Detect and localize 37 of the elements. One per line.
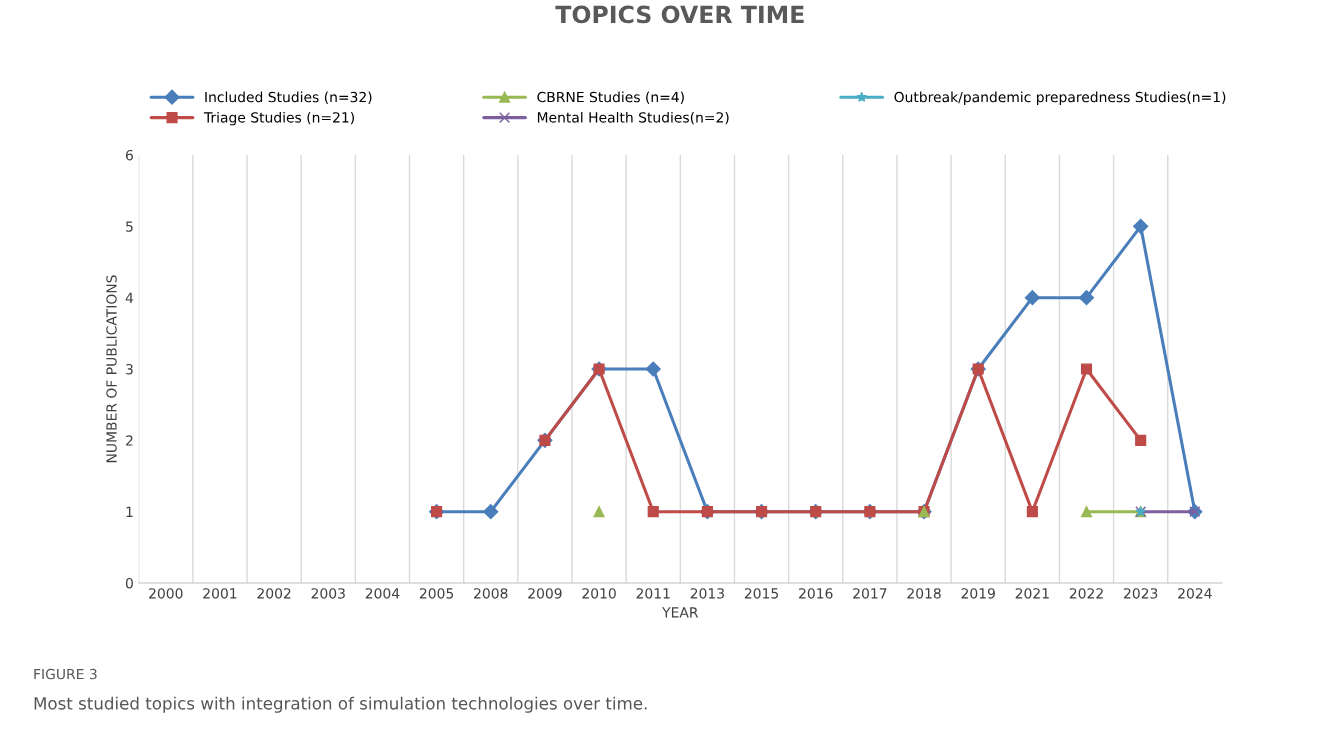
x-tick-label: 2001 xyxy=(203,588,237,599)
legend-label: CBRNE Studies (n=4) xyxy=(537,91,684,104)
x-tick-label: 2000 xyxy=(149,588,183,599)
x-tick-label: 2018 xyxy=(907,588,941,599)
y-tick-label: 6 xyxy=(125,149,133,161)
x-tick-label: 2013 xyxy=(690,588,724,599)
x-tick-label: 2021 xyxy=(1015,588,1049,599)
y-tick-label: 0 xyxy=(125,577,133,589)
y-tick-label: 1 xyxy=(126,506,133,517)
legend-label: Mental Health Studies(n=2) xyxy=(537,111,729,125)
chart-title: TOPICS OVER TIME xyxy=(555,5,804,24)
caption: FIGURE 3 xyxy=(34,668,97,680)
x-tick-label: 2023 xyxy=(1124,588,1158,599)
x-tick-label: 2024 xyxy=(1178,588,1212,599)
x-tick-label: 2016 xyxy=(799,588,833,599)
x-tick-label: 2017 xyxy=(853,588,887,599)
x-tick-label: 2022 xyxy=(1069,588,1103,599)
y-tick-label: 2 xyxy=(126,435,133,446)
y-axis-title: NUMBER OF PUBLICATIONS xyxy=(106,275,117,463)
x-tick-label: 2010 xyxy=(582,588,616,599)
legend-label: Outbreak/pandemic preparedness Studies(n=1) xyxy=(894,91,1226,105)
x-tick-label: 2009 xyxy=(528,588,562,599)
y-tick-label: 4 xyxy=(125,292,134,303)
y-tick-label: 5 xyxy=(126,221,133,232)
x-tick-label: 2005 xyxy=(419,588,454,599)
x-axis-title: YEAR xyxy=(662,607,699,618)
x-tick-label: 2008 xyxy=(474,588,508,599)
x-tick-label: 2011 xyxy=(636,588,670,599)
text: Most studied topics with integration of simulation technologies over time. xyxy=(34,696,647,713)
x-tick-label: 2015 xyxy=(744,588,779,599)
legend-label: Triage Studies (n=21) xyxy=(203,111,354,126)
legend-label: Included Studies (n=32) xyxy=(205,91,372,104)
x-tick-label: 2002 xyxy=(257,588,291,599)
x-tick-label: 2003 xyxy=(311,588,345,599)
y-tick-label: 3 xyxy=(126,363,133,375)
x-tick-label: 2019 xyxy=(961,588,995,599)
x-tick-label: 2004 xyxy=(365,588,400,599)
